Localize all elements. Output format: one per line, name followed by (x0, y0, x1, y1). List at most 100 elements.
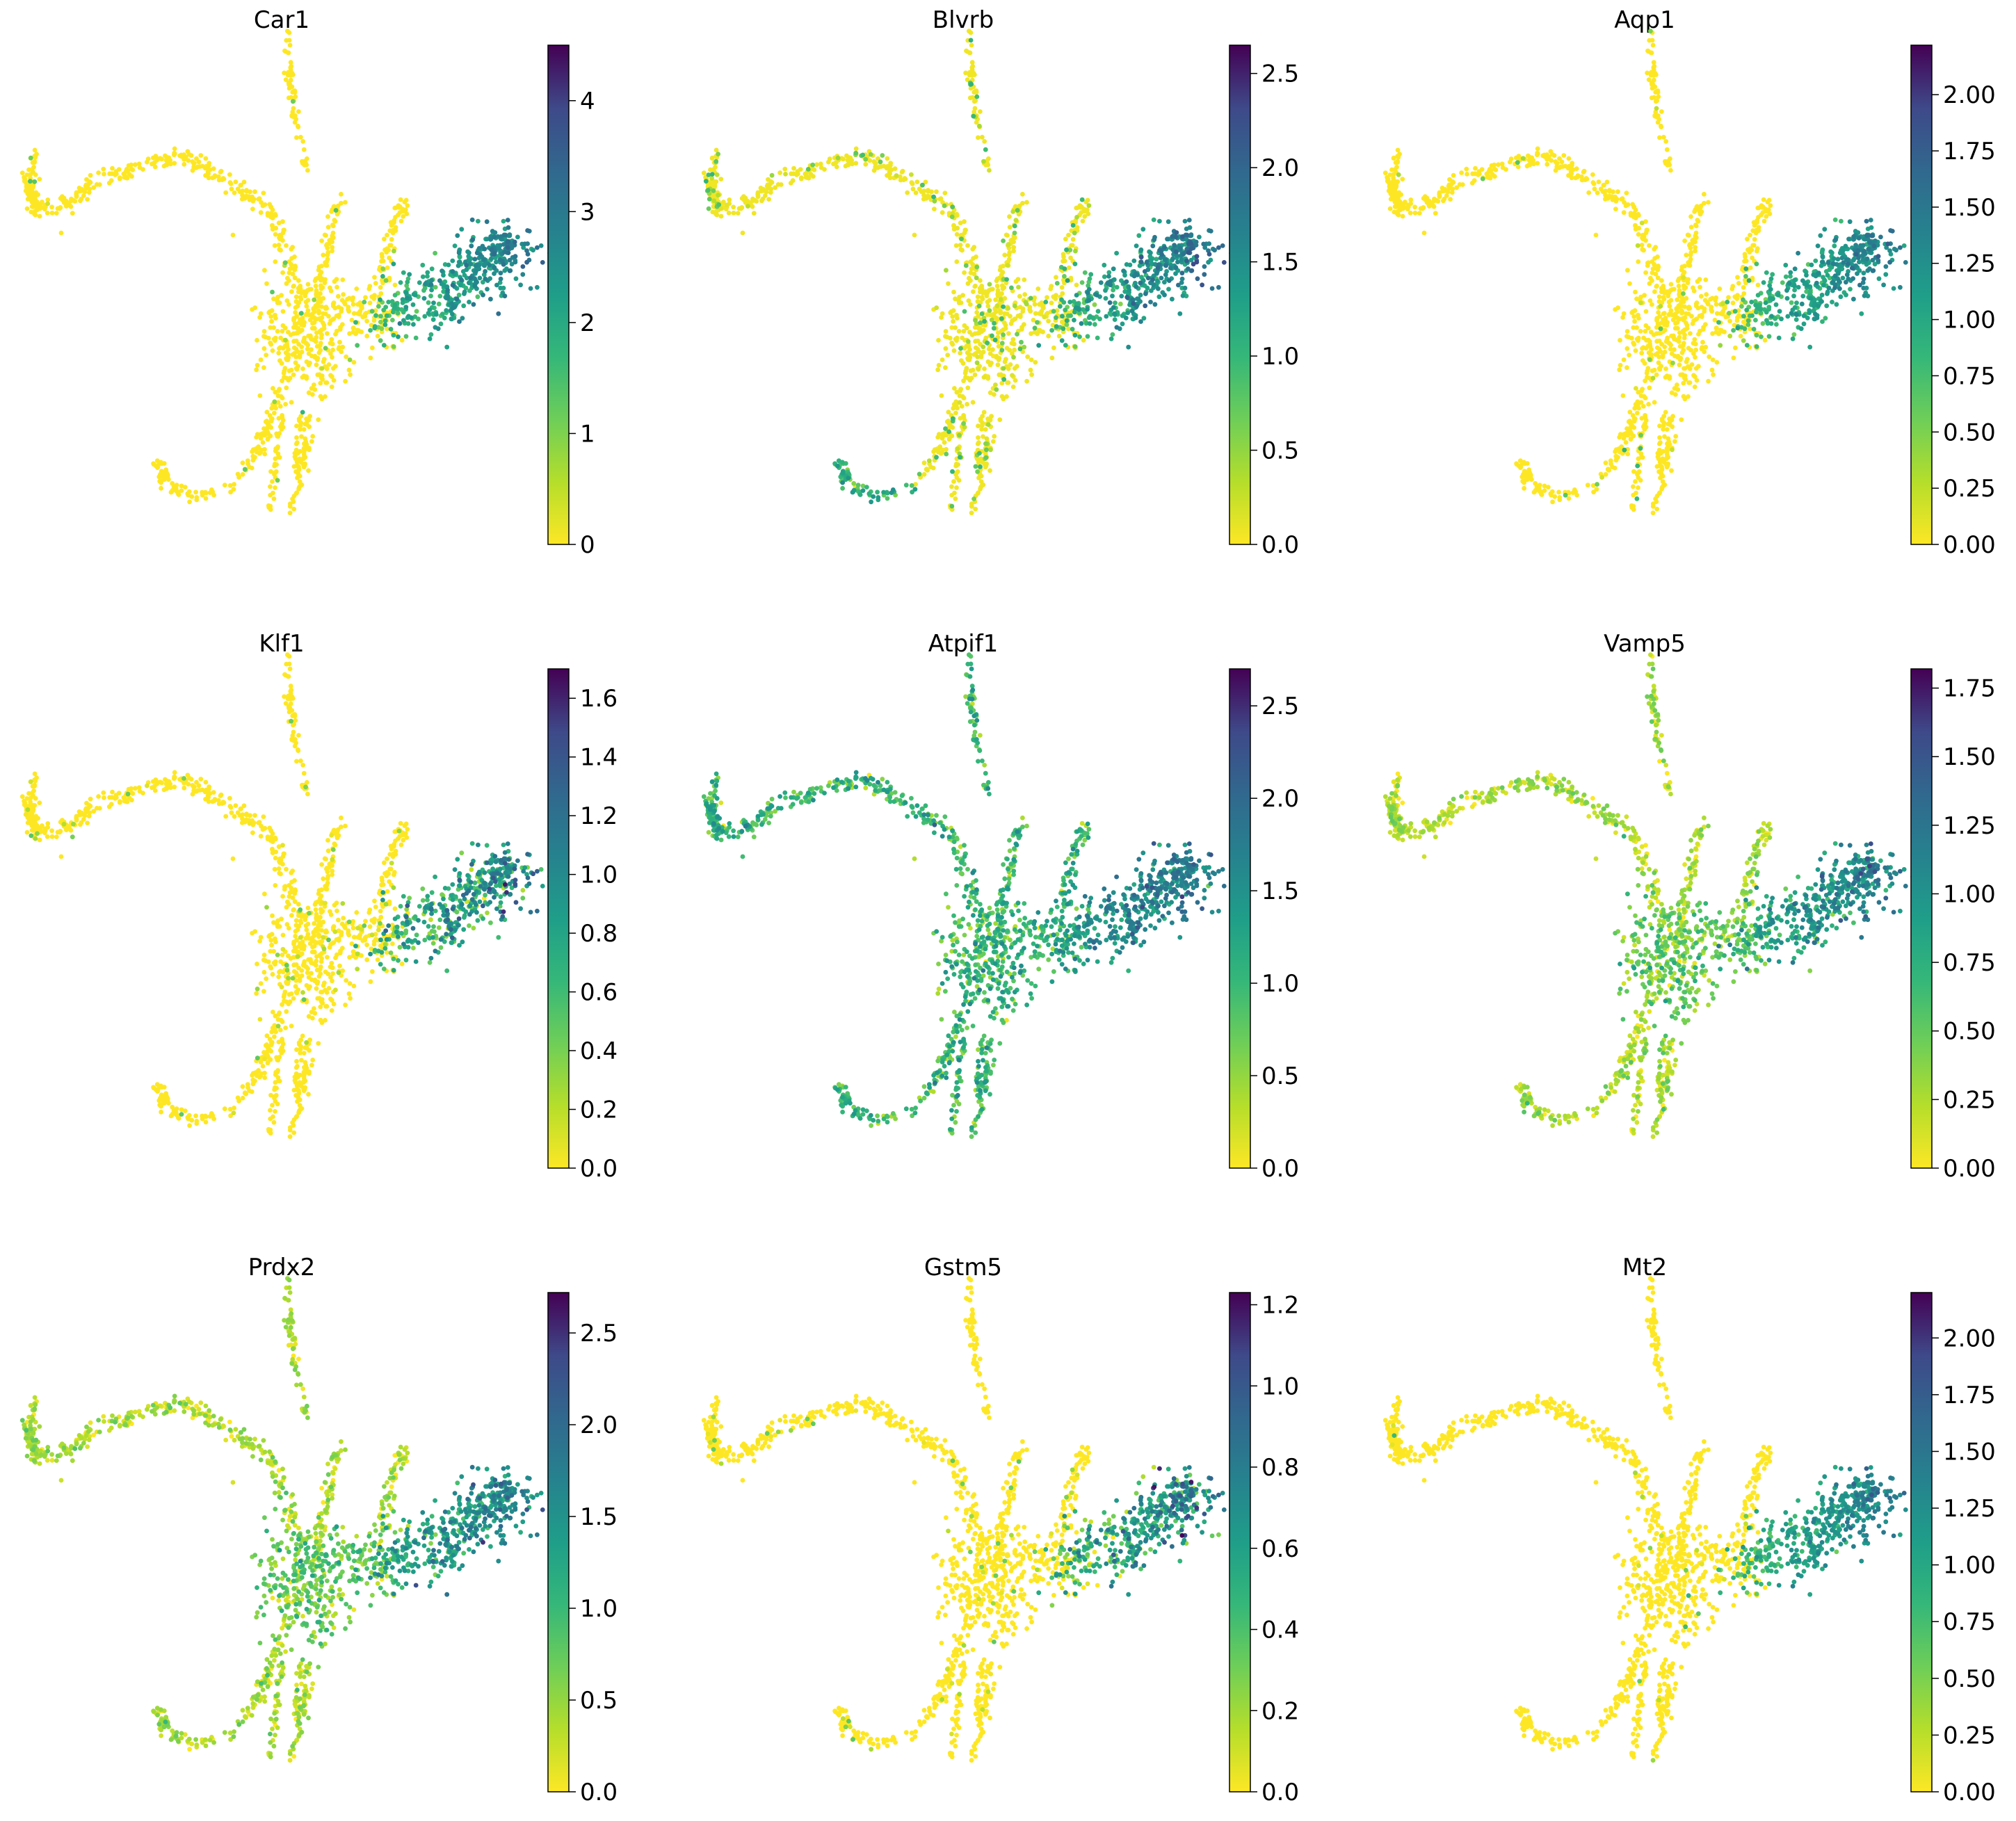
cell-point (942, 191, 948, 195)
cell-point (520, 272, 526, 277)
cell-point (431, 300, 436, 305)
cell-point (892, 166, 898, 172)
cell-point (1013, 279, 1019, 284)
cell-point (1647, 243, 1652, 248)
cell-point (364, 333, 370, 339)
cell-point (1659, 321, 1664, 325)
cell-point (1731, 355, 1736, 361)
cell-point (1006, 242, 1011, 247)
cell-point (974, 310, 980, 315)
cell-point (864, 485, 869, 489)
cell-point (266, 503, 271, 508)
cell-point (866, 491, 872, 496)
cell-point (1663, 410, 1668, 415)
cell-point (881, 489, 886, 495)
cell-point (316, 309, 322, 315)
cell-point (1753, 302, 1758, 308)
cell-point (890, 487, 896, 492)
cell-point (403, 305, 409, 310)
cell-point (1604, 179, 1610, 185)
cell-point (1661, 483, 1666, 488)
cell-point (981, 410, 987, 415)
cell-point (956, 478, 962, 483)
cell-point (972, 331, 978, 337)
cell-point (1670, 424, 1675, 430)
cell-point (1633, 348, 1638, 353)
cell-point (1636, 316, 1641, 321)
cell-point (987, 308, 992, 313)
cell-point (204, 163, 209, 169)
cell-point (255, 445, 261, 451)
cell-point (1665, 163, 1670, 168)
cell-point (290, 245, 296, 250)
cell-point (273, 485, 277, 490)
cell-point (498, 276, 503, 282)
cell-point (841, 156, 846, 162)
cell-point (1002, 321, 1007, 325)
cell-point (325, 331, 330, 336)
cell-point (330, 223, 336, 229)
cell-point (273, 389, 278, 395)
cell-point (1387, 206, 1393, 211)
cell-point (289, 367, 294, 373)
cell-point (473, 263, 478, 268)
cell-point (300, 139, 306, 144)
cell-point (1004, 346, 1010, 351)
cell-point (1682, 396, 1688, 402)
cell-point (40, 200, 45, 204)
cell-point (307, 287, 312, 292)
cell-point (1807, 344, 1813, 350)
cell-point (1067, 300, 1073, 305)
cell-point (1768, 321, 1774, 326)
cell-point (1012, 347, 1017, 353)
cell-point (1179, 270, 1185, 276)
cell-point (954, 259, 960, 264)
colorbar-tick-label: 2 (580, 309, 595, 337)
cell-point (1869, 225, 1874, 230)
cell-point (1068, 255, 1073, 261)
cell-point (392, 293, 398, 298)
cell-point (355, 343, 360, 348)
cell-point (1395, 179, 1401, 184)
cell-point (965, 281, 971, 286)
cell-point (347, 331, 352, 337)
cell-point (1131, 258, 1137, 264)
cell-point (1651, 65, 1656, 70)
cell-point (1524, 461, 1530, 466)
cell-point (1180, 293, 1186, 298)
cell-point (898, 177, 903, 183)
cell-point (1010, 385, 1016, 389)
cell-point (1756, 215, 1761, 220)
cell-point (1676, 276, 1682, 282)
cell-point (1601, 183, 1606, 188)
cell-point (1741, 314, 1746, 319)
cell-point (498, 285, 503, 291)
cell-point (1382, 170, 1388, 176)
cell-point (275, 478, 280, 483)
cell-point (880, 153, 885, 158)
cell-point (902, 176, 908, 181)
cell-point (410, 302, 416, 307)
cell-point (294, 366, 300, 372)
cell-point (501, 218, 506, 224)
cell-point (496, 311, 501, 316)
cell-point (1653, 271, 1659, 277)
cell-point (1647, 357, 1652, 362)
cell-point (268, 484, 273, 489)
cell-point (1793, 317, 1799, 322)
cell-point (328, 237, 334, 242)
cell-point (257, 451, 262, 456)
cell-point (1163, 257, 1168, 263)
cell-point (1686, 233, 1691, 238)
cell-point (250, 194, 255, 200)
cell-point (736, 206, 742, 211)
cell-point (396, 204, 402, 210)
cell-point (1820, 319, 1825, 324)
cell-point (1664, 323, 1670, 328)
cell-point (437, 293, 443, 299)
cell-point (917, 471, 922, 477)
cell-point (987, 362, 993, 368)
cell-point (339, 200, 344, 206)
cell-point (1001, 377, 1007, 382)
cell-point (525, 228, 530, 233)
